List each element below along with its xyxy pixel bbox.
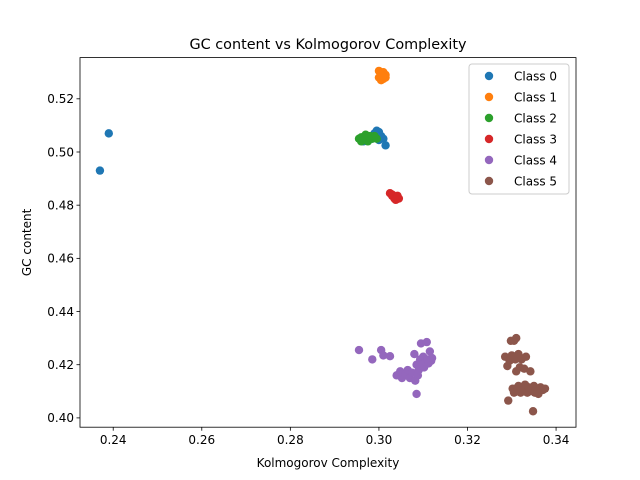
x-tick-label: 0.24	[100, 433, 127, 447]
legend-marker	[484, 155, 494, 165]
legend-label: Class 4	[514, 153, 557, 167]
points-layer	[95, 66, 550, 416]
y-tick-label: 0.50	[47, 145, 74, 159]
x-tick-label: 0.28	[277, 433, 304, 447]
series-4	[354, 337, 437, 399]
y-tick-label: 0.52	[47, 92, 74, 106]
data-point	[360, 131, 369, 141]
y-axis: 0.40 0.42 0.44 0.46 0.48 0.50 0.52	[47, 92, 80, 425]
series-1	[374, 66, 390, 85]
x-tick-label: 0.30	[366, 433, 393, 447]
legend-item: Class 4	[484, 153, 557, 167]
x-tick-label: 0.26	[188, 433, 215, 447]
legend-item: Class 5	[484, 174, 557, 188]
data-point	[95, 166, 105, 175]
plot-frame	[79, 57, 577, 428]
legend-label: Class 1	[514, 90, 557, 104]
y-tick-label: 0.48	[47, 198, 74, 212]
data-point	[427, 353, 437, 363]
data-point	[368, 355, 377, 364]
series-2	[354, 130, 381, 146]
y-tick-label: 0.46	[47, 252, 74, 266]
legend-label: Class 3	[514, 132, 557, 146]
chart-title: GC content vs Kolmogorov Complexity	[189, 37, 467, 53]
data-point	[412, 389, 421, 399]
data-point	[540, 384, 550, 393]
legend-item: Class 2	[484, 111, 557, 125]
data-point	[422, 337, 431, 347]
legend-marker	[484, 176, 494, 186]
data-point	[393, 191, 402, 201]
series-5	[500, 333, 550, 416]
data-point	[425, 347, 435, 356]
data-point	[528, 407, 538, 416]
legend-marker	[484, 92, 494, 102]
data-point	[379, 134, 388, 143]
data-point	[378, 72, 387, 81]
x-tick-label: 0.34	[543, 433, 570, 447]
y-tick-label: 0.44	[47, 305, 74, 319]
legend-frame	[468, 63, 570, 195]
data-point	[379, 351, 388, 360]
legend-marker	[484, 71, 494, 81]
legend-item: Class 1	[484, 90, 557, 104]
x-tick-label: 0.32	[454, 433, 481, 447]
data-point	[104, 129, 113, 138]
x-axis: 0.24 0.26 0.28 0.30 0.32 0.34	[100, 427, 570, 447]
data-point	[385, 352, 395, 361]
legend: Class 0 Class 1 Class 2 Class 3 Class 4 Class…	[468, 63, 570, 195]
y-tick-label: 0.42	[47, 358, 74, 372]
legend-marker	[484, 113, 494, 123]
data-point	[521, 352, 531, 361]
series-3	[385, 189, 404, 205]
y-axis-label: GC content	[20, 208, 34, 276]
legend-marker	[484, 134, 494, 144]
data-point	[504, 396, 513, 405]
data-point	[354, 345, 364, 355]
x-axis-label: Kolmogorov Complexity	[257, 456, 400, 470]
legend-item: Class 0	[484, 69, 557, 83]
data-point	[372, 134, 381, 143]
legend-label: Class 5	[514, 174, 557, 188]
data-point	[512, 333, 521, 343]
data-point	[381, 141, 390, 150]
legend-label: Class 0	[514, 69, 557, 83]
data-point	[526, 367, 535, 376]
legend-label: Class 2	[514, 111, 557, 125]
legend-item: Class 3	[484, 132, 557, 146]
y-tick-label: 0.40	[47, 411, 74, 425]
data-point	[410, 349, 419, 359]
